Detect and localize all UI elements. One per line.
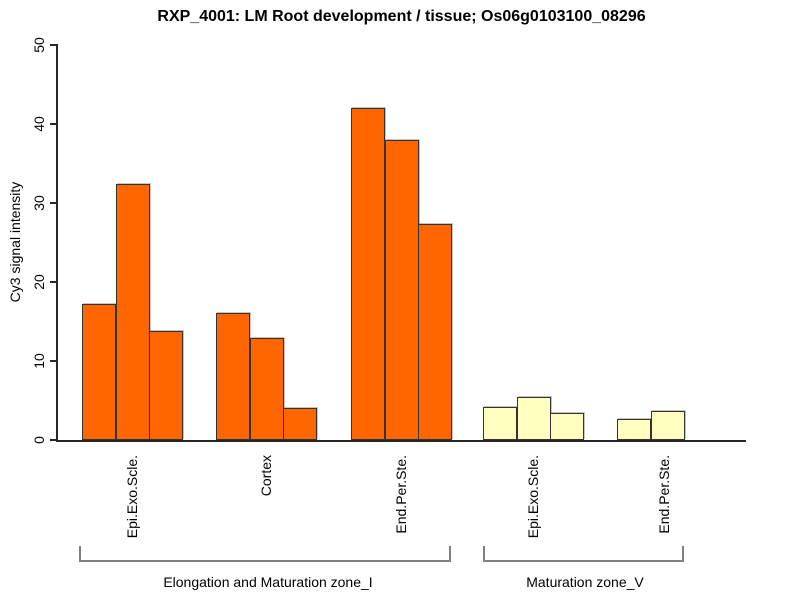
bar bbox=[116, 184, 150, 440]
zone-label: Elongation and Maturation zone_I bbox=[163, 574, 373, 590]
y-axis-tick bbox=[50, 360, 57, 362]
y-tick-label: 0 bbox=[31, 436, 47, 444]
zone-bracket-end bbox=[79, 546, 81, 560]
x-group-label: End.Per.Ste. bbox=[656, 455, 672, 534]
y-tick-label: 30 bbox=[31, 195, 47, 211]
bar bbox=[250, 338, 284, 440]
bar bbox=[385, 140, 419, 440]
x-group-label: End.Per.Ste. bbox=[393, 455, 409, 534]
zone-bracket-end bbox=[483, 546, 485, 560]
x-group-label: Cortex bbox=[258, 455, 274, 497]
y-tick-label: 10 bbox=[31, 353, 47, 369]
bar bbox=[351, 108, 385, 440]
bar bbox=[517, 397, 551, 440]
bar bbox=[283, 408, 317, 440]
y-axis-label: Cy3 signal intensity bbox=[7, 181, 23, 303]
y-axis-tick bbox=[50, 202, 57, 204]
bar bbox=[483, 407, 517, 440]
chart-title: RXP_4001: LM Root development / tissue; … bbox=[157, 8, 646, 25]
bar bbox=[149, 331, 183, 440]
bar bbox=[82, 304, 116, 440]
bar bbox=[651, 411, 685, 440]
y-tick-label: 50 bbox=[31, 37, 47, 53]
x-group-label: Epi.Exo.Scle. bbox=[525, 455, 541, 539]
bar bbox=[216, 313, 250, 440]
bar bbox=[617, 419, 651, 440]
y-axis-tick bbox=[50, 123, 57, 125]
y-axis-tick bbox=[50, 439, 57, 441]
x-axis-line bbox=[56, 440, 746, 442]
y-tick-label: 20 bbox=[31, 274, 47, 290]
y-tick-label: 40 bbox=[31, 116, 47, 132]
bar bbox=[550, 413, 584, 440]
zone-bracket-end bbox=[449, 546, 451, 560]
zone-bracket bbox=[483, 560, 684, 562]
y-axis-tick bbox=[50, 281, 57, 283]
zone-bracket bbox=[79, 560, 451, 562]
zone-label: Maturation zone_V bbox=[526, 574, 644, 590]
zone-bracket-end bbox=[682, 546, 684, 560]
x-group-label: Epi.Exo.Scle. bbox=[124, 455, 140, 539]
y-axis-line bbox=[56, 44, 58, 441]
y-axis-tick bbox=[50, 44, 57, 46]
bar bbox=[418, 224, 452, 440]
